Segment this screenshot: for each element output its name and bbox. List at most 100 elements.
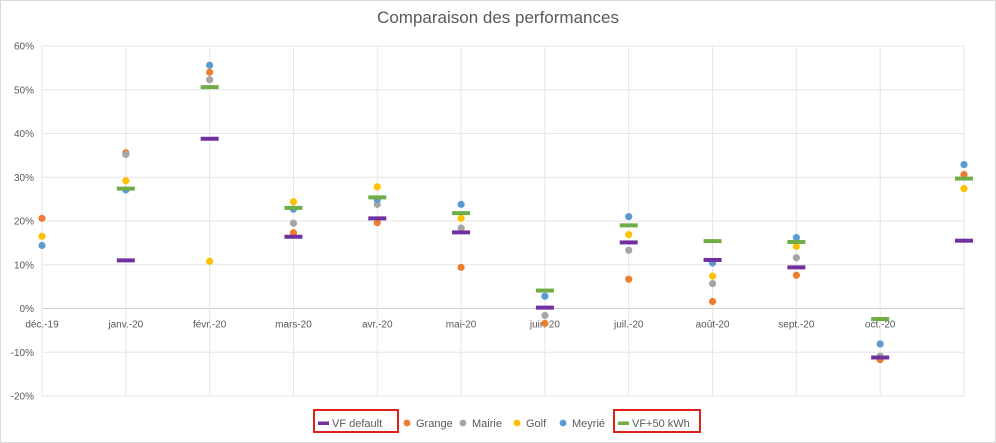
data-point-mairie	[708, 279, 717, 288]
data-point-vf-50-kwh	[703, 239, 722, 244]
data-point-mairie	[206, 76, 214, 84]
data-point-meyri-	[457, 200, 465, 208]
x-tick-label: août-20	[696, 320, 730, 331]
data-point-mairie	[541, 311, 549, 320]
data-point-vf-50-kwh	[871, 317, 890, 321]
y-tick-label: 50%	[14, 85, 34, 96]
data-point-grange	[708, 297, 717, 306]
x-tick-label: juil.-20	[613, 320, 644, 331]
data-point-meyri-	[960, 160, 968, 169]
legend-label: Mairie	[472, 418, 502, 430]
legend-swatch	[403, 419, 411, 427]
y-tick-label: 10%	[14, 260, 34, 271]
legend-swatch	[618, 421, 629, 425]
data-point-vf-50-kwh	[452, 211, 471, 216]
legend-item-golf: Golf	[513, 418, 547, 430]
data-point-grange	[38, 214, 46, 222]
data-point-vf-default	[619, 240, 638, 245]
data-point-golf	[38, 232, 46, 240]
y-tick-label: 0%	[20, 304, 35, 315]
legend-item-mairie: Mairie	[459, 418, 502, 430]
x-tick-label: sept.-20	[778, 320, 815, 331]
data-point-golf	[708, 272, 717, 280]
data-point-golf	[792, 242, 800, 250]
legend-swatch	[318, 421, 329, 425]
data-point-grange	[625, 275, 633, 283]
data-point-vf-default	[871, 355, 890, 360]
data-point-vf-default	[116, 258, 135, 263]
data-point-meyri-	[792, 234, 800, 242]
legend-label: VF+50 kWh	[632, 418, 690, 430]
data-point-golf	[289, 198, 298, 206]
data-point-golf	[457, 214, 465, 222]
legend-item-vf-50-kwh: VF+50 kWh	[613, 409, 701, 433]
legend-label: Grange	[416, 418, 453, 430]
data-point-golf	[122, 177, 130, 185]
data-point-grange	[792, 271, 800, 279]
legend-highlight-box	[313, 409, 399, 433]
data-point-vf-default	[284, 234, 303, 239]
data-point-mairie	[792, 254, 800, 262]
data-point-meyri-	[38, 241, 46, 250]
data-point-vf-default	[368, 216, 387, 221]
data-point-meyri-	[876, 340, 884, 348]
data-point-grange	[541, 319, 549, 327]
y-tick-label: 30%	[14, 173, 34, 184]
data-point-vf-50-kwh	[955, 176, 973, 181]
legend-label: VF default	[332, 418, 382, 430]
data-point-mairie	[122, 150, 130, 159]
data-point-golf	[960, 185, 968, 193]
data-point-vf-50-kwh	[284, 205, 303, 210]
chart-title: Comparaison des performances	[377, 8, 619, 27]
data-point-grange	[206, 68, 214, 76]
y-tick-label: -20%	[11, 392, 34, 403]
data-point-mairie	[289, 219, 298, 227]
data-point-vf-default	[787, 265, 806, 270]
x-tick-label: mars-20	[275, 320, 312, 331]
legend-item-grange: Grange	[403, 418, 453, 430]
legend-swatch	[513, 419, 521, 427]
data-point-vf-default	[535, 305, 554, 310]
y-tick-label: -10%	[11, 348, 34, 359]
data-point-grange	[457, 263, 465, 271]
data-point-grange	[960, 171, 968, 179]
legend-item-vf-default: VF default	[313, 409, 399, 433]
data-point-grange	[373, 219, 381, 227]
data-point-grange	[289, 229, 298, 237]
data-point-vf-50-kwh	[535, 288, 554, 293]
data-point-vf-50-kwh	[787, 240, 806, 244]
data-point-vf-50-kwh	[368, 195, 387, 200]
y-tick-label: 60%	[14, 42, 34, 53]
legend-highlight-box	[613, 409, 701, 433]
data-point-vf-default	[703, 257, 722, 262]
data-point-vf-default	[200, 136, 219, 141]
x-tick-label: mai-20	[446, 320, 477, 331]
data-point-golf	[625, 230, 633, 239]
legend-label: Golf	[526, 418, 547, 430]
data-point-golf	[373, 183, 381, 191]
data-point-vf-default	[955, 238, 973, 243]
legend-swatch	[459, 419, 467, 427]
legend-swatch	[559, 419, 567, 427]
data-point-vf-50-kwh	[116, 186, 135, 191]
data-point-golf	[206, 257, 214, 265]
legend-item-meyri-: Meyrié	[559, 418, 605, 430]
data-point-meyri-	[206, 61, 214, 69]
x-tick-label: févr.-20	[193, 320, 227, 331]
data-point-vf-default	[452, 230, 471, 235]
data-point-meyri-	[541, 292, 549, 300]
data-point-mairie	[457, 224, 465, 232]
x-tick-label: oct.-20	[865, 320, 896, 331]
x-tick-label: janv.-20	[107, 320, 143, 331]
y-tick-label: 40%	[14, 129, 34, 140]
x-tick-label: avr.-20	[362, 320, 393, 331]
data-point-vf-50-kwh	[200, 85, 219, 90]
data-point-mairie	[625, 246, 633, 254]
data-point-meyri-	[625, 213, 633, 221]
data-point-vf-50-kwh	[619, 223, 638, 228]
x-tick-label: déc.-19	[25, 320, 59, 331]
y-tick-label: 20%	[14, 217, 34, 228]
legend-label: Meyrié	[572, 418, 605, 430]
